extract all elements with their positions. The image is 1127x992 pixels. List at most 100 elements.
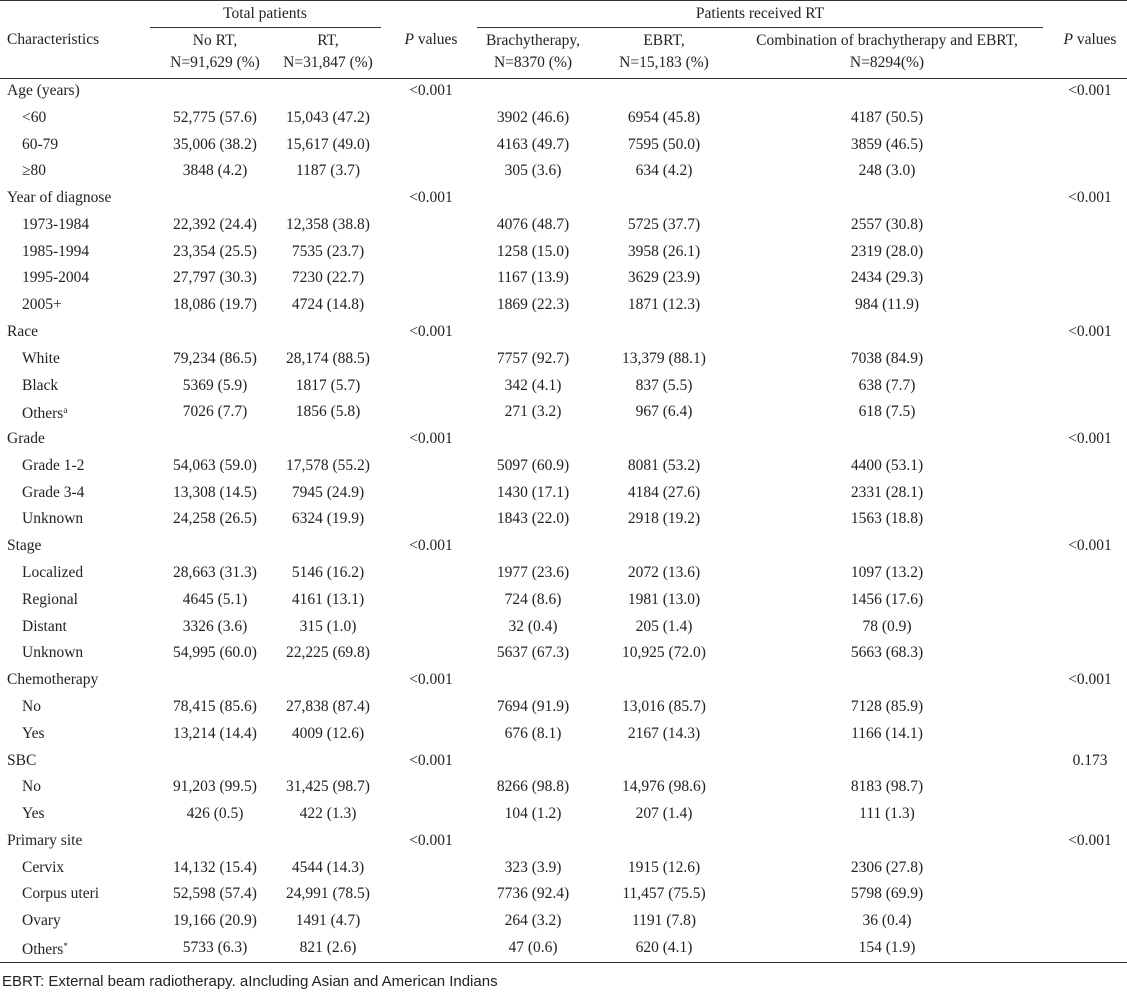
cell: 248 (3.0) [858, 162, 916, 180]
cell: 1563 (18.8) [850, 510, 924, 528]
cell: 5733 (6.3) [182, 938, 248, 956]
cell: 154 (1.9) [858, 938, 916, 956]
row-label: 1995-2004 [22, 269, 89, 287]
p-text: values [413, 31, 458, 48]
column-header: N=31,847 (%) [283, 54, 373, 71]
row-label-text: Corpus uteri [22, 885, 100, 903]
row-label-text: Grade 3-4 [22, 483, 85, 501]
column-header: No RT, [192, 32, 238, 49]
row-label: Black [22, 377, 58, 395]
row-label-text: Grade 1-2 [22, 456, 85, 474]
footnote-mark: * [63, 940, 68, 951]
cell: 3326 (3.6) [182, 617, 248, 635]
row-label: 1985-1994 [22, 243, 89, 261]
row-label: Grade 3-4 [22, 484, 84, 502]
column-header: RT, [317, 32, 339, 49]
cell: 1258 (15.0) [496, 242, 570, 260]
p-value: 0.173 [1072, 751, 1108, 769]
cell: 4184 (27.6) [627, 483, 701, 501]
group-header: Total patients [223, 5, 307, 22]
row-label-text: No [22, 697, 41, 715]
row-label-text: 1985-1994 [22, 242, 90, 260]
cell: 315 (1.0) [299, 617, 357, 635]
cell: 5146 (16.2) [291, 564, 365, 582]
row-group-label: SBC [7, 751, 37, 769]
cell: 111 (1.3) [859, 805, 915, 823]
cell: 426 (0.5) [186, 805, 244, 823]
cell: 7128 (85.9) [850, 697, 924, 715]
cell: 821 (2.6) [299, 938, 357, 956]
p-value: <0.001 [1068, 671, 1112, 689]
row-label: Unknown [22, 644, 83, 662]
cell: 264 (3.2) [504, 912, 562, 930]
cell: 78,415 (85.6) [173, 697, 257, 715]
cell: 1191 (7.8) [632, 912, 696, 930]
column-header: P values [1064, 31, 1117, 49]
bottom-rule [0, 962, 1127, 963]
cell: 15,043 (47.2) [286, 108, 370, 126]
top-rule [0, 0, 1127, 1]
cell: 2167 (14.3) [627, 724, 701, 742]
cell: 31,425 (98.7) [286, 778, 370, 796]
row-label: Grade 1-2 [22, 457, 84, 475]
row-group-label: Race [7, 323, 38, 341]
cell: 967 (6.4) [635, 403, 693, 421]
cell: 5663 (68.3) [850, 644, 924, 662]
row-label: Others* [22, 937, 68, 959]
row-label-text: Ovary [22, 912, 61, 930]
row-group-label: Primary site [7, 831, 83, 849]
cell: 18,086 (19.7) [173, 296, 257, 314]
cell: 7736 (92.4) [496, 885, 570, 903]
cell: 4544 (14.3) [291, 858, 365, 876]
cell: 28,663 (31.3) [173, 564, 257, 582]
row-label-text: Others [22, 940, 64, 958]
p-value: <0.001 [409, 537, 453, 555]
row-label: Cervix [22, 859, 64, 877]
p-value: <0.001 [409, 751, 453, 769]
column-header: EBRT, [643, 32, 685, 49]
cell: 2306 (27.8) [850, 858, 924, 876]
cell: 3859 (46.5) [850, 135, 924, 153]
cell: 79,234 (86.5) [173, 349, 257, 367]
column-header: Combination of brachytherapy and EBRT, [756, 32, 1018, 49]
cell: 1187 (3.7) [296, 162, 360, 180]
cell: 36 (0.4) [862, 912, 912, 930]
cell: 8183 (98.7) [850, 778, 924, 796]
p-value: <0.001 [1068, 537, 1112, 555]
column-header: P values [405, 31, 458, 49]
cell: 4163 (49.7) [496, 135, 570, 153]
cell: 837 (5.5) [635, 376, 693, 394]
row-group-label: Year of diagnose [7, 189, 112, 207]
cell: 1981 (13.0) [627, 590, 701, 608]
cell: 618 (7.5) [858, 403, 916, 421]
row-label: White [22, 350, 60, 368]
column-header: N=8370 (%) [493, 54, 573, 71]
cell: 4645 (5.1) [182, 590, 248, 608]
cell: 5637 (67.3) [496, 644, 570, 662]
p-value: <0.001 [1068, 430, 1112, 448]
column-header: Brachytherapy, [485, 32, 581, 49]
cell: 1856 (5.8) [295, 403, 361, 421]
row-label: ≥80 [22, 162, 46, 180]
column-header: N=91,629 (%) [170, 54, 260, 71]
cell: 7535 (23.7) [291, 242, 365, 260]
cell: 2319 (28.0) [850, 242, 924, 260]
p-value: <0.001 [409, 831, 453, 849]
cell: 1166 (14.1) [851, 724, 923, 742]
p-value: <0.001 [409, 671, 453, 689]
cell: 1915 (12.6) [627, 858, 701, 876]
cell: 13,379 (88.1) [622, 349, 706, 367]
cell: 5369 (5.9) [182, 376, 248, 394]
row-label: Localized [22, 564, 83, 582]
cell: 1817 (5.7) [295, 376, 361, 394]
cell: 54,995 (60.0) [173, 644, 257, 662]
cell: 271 (3.2) [504, 403, 562, 421]
column-header: N=8294(%) [849, 54, 925, 71]
p-value: <0.001 [409, 430, 453, 448]
cell: 638 (7.7) [858, 376, 916, 394]
row-label-text: Unknown [22, 644, 84, 662]
row-label-text: White [22, 349, 60, 367]
cell: 7038 (84.9) [850, 349, 924, 367]
cell: 3902 (46.6) [496, 108, 570, 126]
